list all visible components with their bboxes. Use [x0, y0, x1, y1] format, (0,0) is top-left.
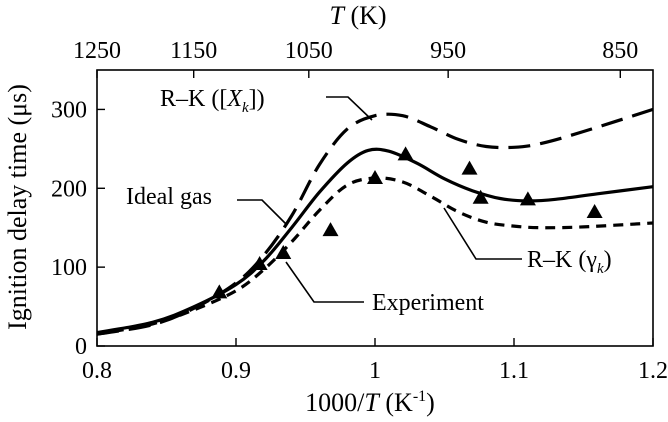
x-axis-label-prefix: 1000/ — [305, 388, 365, 417]
top-axis-label-unit: (K) — [344, 1, 387, 30]
y-tick-label: 0 — [75, 334, 87, 360]
x-axis-label-close: ) — [426, 388, 435, 417]
experiment-marker — [472, 189, 489, 204]
annotation-leaders — [237, 96, 522, 303]
experiment-marker — [322, 222, 339, 237]
label-rk-xk: R–K ([Xk]) — [160, 86, 265, 116]
x-axis-label-unit: (K — [379, 388, 413, 417]
top-tick-label: 1050 — [285, 38, 333, 64]
leader-experiment — [285, 261, 364, 303]
label-experiment: Experiment — [372, 290, 484, 316]
label-rk-gamma-pre: R–K (γ — [527, 247, 597, 273]
experiment-marker — [519, 191, 536, 206]
y-tick-label: 200 — [51, 176, 87, 202]
top-tick-label: 1250 — [73, 38, 121, 64]
label-rk-xk-var: X — [226, 86, 243, 112]
top-tick-label: 1150 — [170, 38, 217, 64]
x-tick-label: 0.9 — [221, 358, 251, 384]
experiment-marker — [461, 160, 478, 175]
leader-rk-xk — [326, 96, 373, 121]
experiment-markers — [211, 146, 603, 299]
experiment-marker — [251, 255, 268, 270]
leader-ideal — [237, 199, 287, 225]
x-tick-label: 1 — [369, 358, 381, 384]
label-rk-xk-sub: k — [242, 100, 249, 116]
x-tick-label: 0.8 — [82, 358, 112, 384]
experiment-marker — [397, 146, 414, 161]
experiment-marker — [275, 244, 292, 259]
x-tick-label: 1.2 — [638, 358, 668, 384]
label-rk-gamma: R–K (γk) — [527, 247, 612, 277]
x-axis-label: 1000/T (K-1) — [305, 388, 435, 417]
y-tick-label: 100 — [51, 255, 87, 281]
label-rk-gamma-post: ) — [604, 247, 612, 273]
experiment-marker — [586, 203, 603, 218]
label-rk-xk-pre: R–K ([ — [160, 86, 227, 112]
axis-ticks: 0.8 0.9 1 1.1 1.2 0 100 200 300 1250 1150 1050 950 85… — [51, 38, 668, 384]
label-rk-xk-post: ]) — [249, 86, 265, 112]
x-tick-label: 1.1 — [499, 358, 529, 384]
label-rk-gamma-sub: k — [597, 261, 604, 277]
y-tick-label: 300 — [51, 97, 87, 123]
top-tick-label: 850 — [602, 38, 638, 64]
experiment-marker — [367, 170, 383, 185]
top-axis-label: T (K) — [329, 1, 386, 30]
y-axis-label: Ignition delay time (μs) — [3, 84, 32, 330]
top-axis-label-var: T — [329, 1, 345, 30]
experiment-marker — [211, 284, 228, 299]
series-line-rk_xk — [96, 107, 654, 336]
x-axis-label-var: T — [364, 388, 380, 417]
x-axis-label-sup: -1 — [413, 388, 426, 405]
top-tick-label: 950 — [430, 38, 466, 64]
label-ideal-gas: Ideal gas — [126, 184, 212, 210]
leader-rk-gamma — [443, 207, 522, 260]
